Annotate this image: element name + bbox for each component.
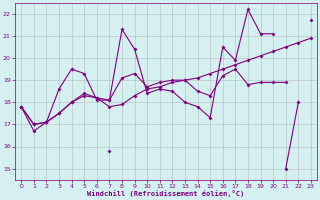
X-axis label: Windchill (Refroidissement éolien,°C): Windchill (Refroidissement éolien,°C) <box>87 190 245 197</box>
